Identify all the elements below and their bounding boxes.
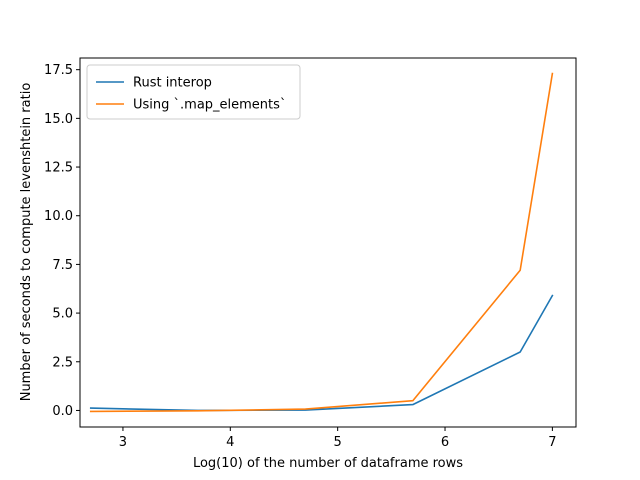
legend-box [86,64,301,120]
plot-area-frame [79,57,577,428]
series-line-1 [89,294,554,412]
x-axis-label: Log(10) of the number of dataframe rows [193,456,463,471]
legend: Rust interop Using `.map_elements` [86,64,301,120]
x-tick-label: 7 [548,435,556,450]
y-axis-label: Number of seconds to compute levenshtein… [19,83,34,402]
y-tick-label: 5.0 [52,307,73,322]
y-tick-label: 12.5 [44,161,73,176]
legend-label-2: Using `.map_elements` [133,98,286,113]
y-tick-label: 2.5 [52,355,73,370]
y-tick-label: 10.0 [44,209,73,224]
y-tick-label: 17.5 [44,63,73,78]
series-layer [89,72,554,413]
y-tick-label: 0.0 [52,404,73,419]
legend-label-1: Rust interop [133,76,212,91]
x-tick-label: 6 [441,435,449,450]
x-tick-label: 4 [226,435,234,450]
y-tick-label: 15.0 [44,112,73,127]
x-tick-label: 5 [334,435,342,450]
y-tick-label: 7.5 [52,258,73,273]
x-axis-ticks: 3 4 5 6 7 [119,427,557,450]
series-line-2 [89,72,554,413]
x-tick-label: 3 [119,435,127,450]
y-axis-ticks: 0.0 2.5 5.0 7.5 10.0 12.5 15.0 17.5 [44,63,80,419]
